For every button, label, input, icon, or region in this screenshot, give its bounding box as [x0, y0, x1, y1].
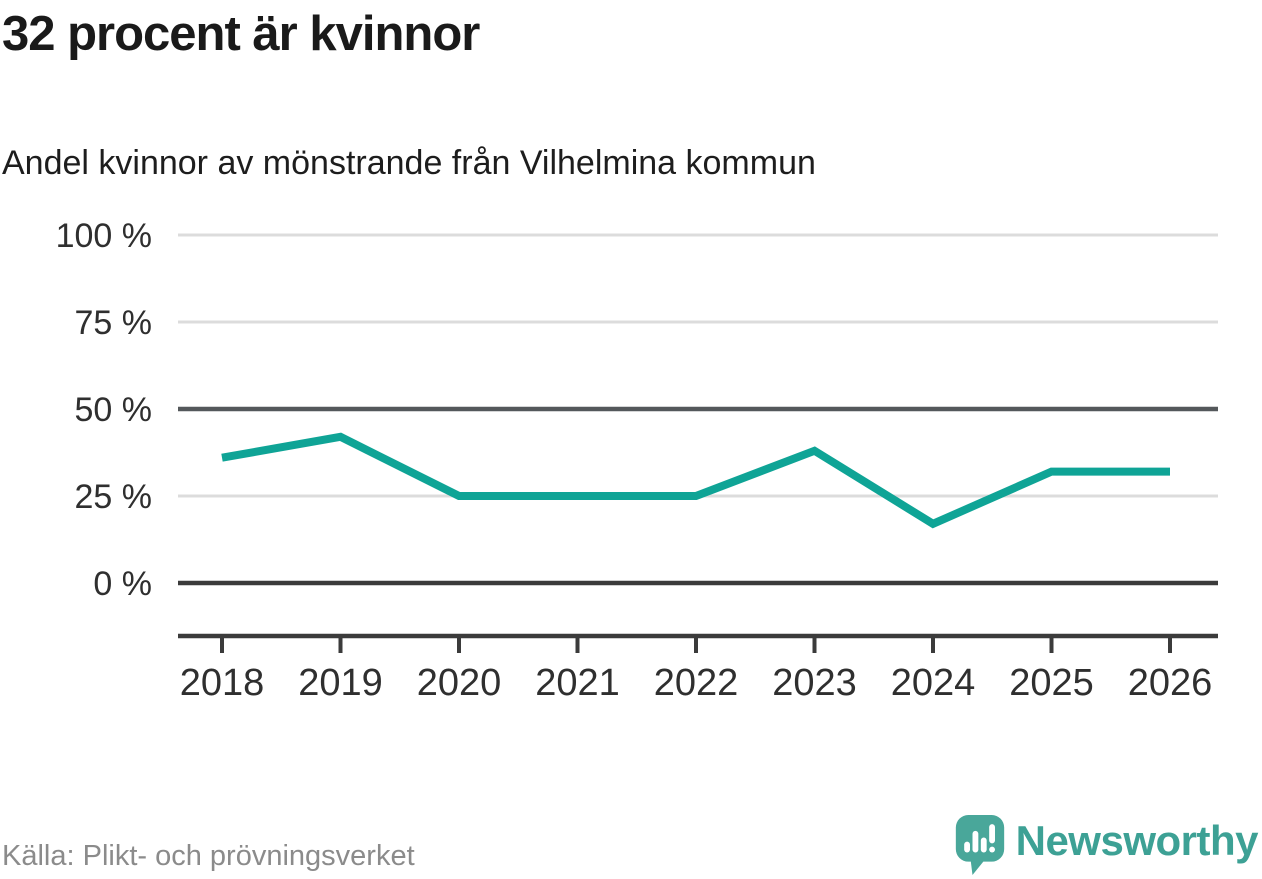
x-tick-label: 2021: [535, 662, 620, 704]
x-tick-label: 2018: [180, 662, 265, 704]
y-tick-label: 25 %: [75, 478, 153, 516]
x-tick-label: 2020: [417, 662, 502, 704]
y-tick-label: 50 %: [75, 391, 153, 429]
logo-bar-3: [980, 837, 987, 853]
logo-exclamation-dot: [988, 846, 995, 853]
x-tick-label: 2022: [654, 662, 739, 704]
y-tick-label: 100 %: [56, 217, 152, 255]
x-tick-label: 2023: [772, 662, 857, 704]
x-tick-label: 2026: [1128, 662, 1213, 704]
y-tick-label: 75 %: [75, 304, 153, 342]
logo-bar-2: [972, 830, 978, 853]
y-tick-label: 0 %: [93, 565, 152, 603]
source-caption: Källa: Plikt- och prövningsverket: [2, 840, 415, 872]
brand-logo: Newsworthy: [955, 814, 1259, 876]
chart-subtitle: Andel kvinnor av mönstrande från Vilhelm…: [2, 144, 816, 182]
brand-name: Newsworthy: [1015, 817, 1259, 864]
x-tick-label: 2025: [1009, 662, 1094, 704]
logo-bar-1: [963, 841, 970, 853]
logo-exclamation-stem: [988, 824, 995, 844]
chart-title: 32 procent är kvinnor: [2, 7, 480, 61]
x-tick-label: 2019: [298, 662, 383, 704]
x-tick-label: 2024: [891, 662, 976, 704]
logo-speech-bubble: [955, 815, 1004, 875]
newsworthy-logo-icon: [955, 815, 1004, 875]
data-line: [221, 432, 1170, 529]
